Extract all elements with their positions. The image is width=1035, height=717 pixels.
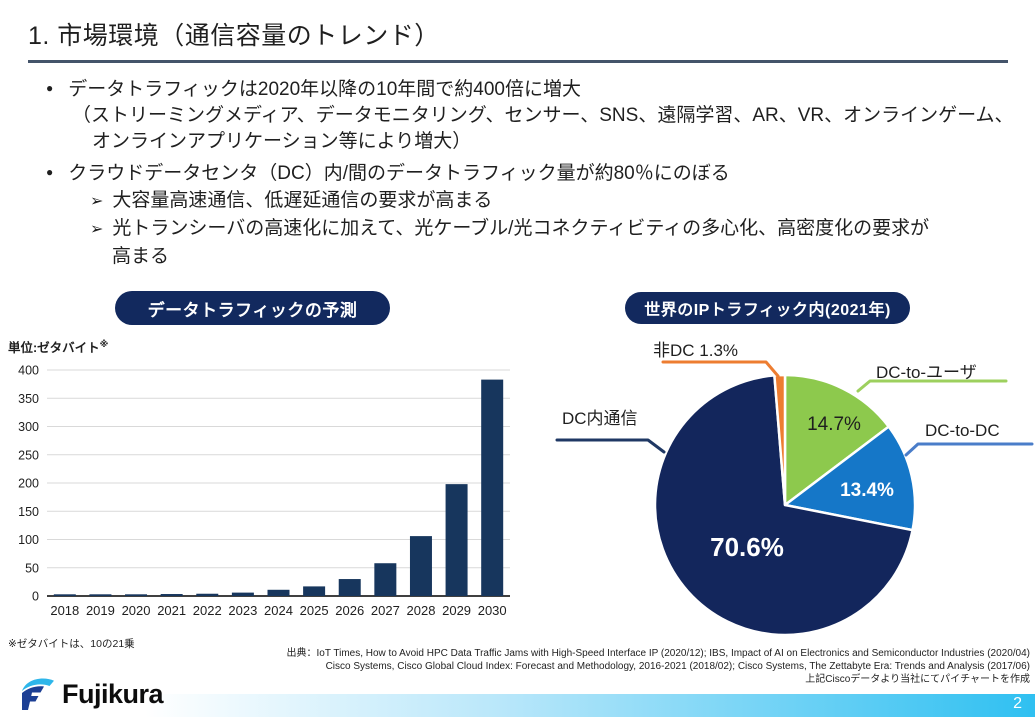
pie-slice-非DC [773, 373, 787, 507]
source-line: 上記Ciscoデータより当社にてパイチャートを作成 [805, 673, 1030, 685]
svg-text:2023: 2023 [228, 603, 257, 618]
fujikura-logo: Fujikura [20, 677, 164, 711]
bullet-dot-icon: ● [46, 165, 54, 179]
sub-bullet-row: 高まる [112, 245, 169, 269]
footer-gradient-bar [145, 694, 1035, 717]
pie-pct-dc-to-user: 14.7% [807, 414, 861, 435]
bar-2018 [53, 594, 76, 596]
pie-callout-line-DC-to-DC [904, 442, 1034, 457]
pie-label-non-dc: 非DC 1.3% [653, 341, 739, 360]
svg-text:50: 50 [25, 561, 39, 575]
svg-text:2025: 2025 [300, 603, 329, 618]
source-line: 出典：IoT Times, How to Avoid HPC Data Traf… [286, 648, 1031, 659]
bullet-text: 光トランシーバの高速化に加えて、光ケーブル/光コネクティビティの多心化、高密度化… [112, 218, 930, 239]
bullet-row: （ストリーミングメディア、データモニタリング、センサー、SNS、遠隔学習、AR、… [72, 104, 1014, 128]
sub-bullet-row: ➢ 大容量高速通信、低遅延通信の要求が高まる [90, 189, 492, 214]
bar-2026 [338, 579, 361, 596]
sub-bullet-row: ➢ 光トランシーバの高速化に加えて、光ケーブル/光コネクティビティの多心化、高密度… [90, 217, 929, 242]
bar-2023 [231, 592, 254, 596]
bar-2029 [445, 484, 468, 596]
pie-chart [555, 360, 1034, 637]
svg-text:2019: 2019 [86, 603, 115, 618]
pie-pct-dc-internal: 70.6% [710, 532, 784, 562]
bullet-text: 高まる [112, 246, 170, 267]
svg-text:100: 100 [18, 533, 39, 547]
bar-2019 [89, 594, 112, 596]
arrow-bullet-icon: ➢ [90, 221, 104, 238]
pie-chart-title-pill: 世界のIPトラフィック内(2021年) [625, 292, 910, 324]
svg-text:350: 350 [18, 392, 39, 406]
bullet-text: データトラフィックは2020年以降の10年間で約400倍に増大 [68, 79, 581, 100]
bar-2020 [125, 594, 148, 596]
bullet-dot-icon: ● [46, 81, 54, 95]
bar-2030 [481, 379, 504, 596]
bar-2025 [303, 586, 326, 596]
bar-2027 [374, 563, 397, 596]
bar-chart-title-pill: データトラフィックの予測 [115, 291, 390, 325]
bar-2028 [409, 536, 432, 596]
unit-footnote-mark: ※ [99, 338, 109, 349]
svg-text:2021: 2021 [157, 603, 186, 618]
bullet-text: 大容量高速通信、低遅延通信の要求が高まる [112, 190, 493, 211]
pie-label-dc-to-user: DC-to-ユーザ [876, 363, 977, 382]
source-line: Cisco Systems, Cisco Global Cloud Index:… [325, 660, 1030, 672]
pie-slice-DC-to-DC [783, 425, 917, 532]
svg-text:2020: 2020 [122, 603, 151, 618]
title-divider [28, 60, 1008, 63]
bar-2022 [196, 593, 219, 596]
fujikura-logo-mark-icon [22, 678, 54, 710]
svg-text:200: 200 [18, 477, 39, 491]
pie-label-dc-to-dc: DC-to-DC [925, 421, 1000, 440]
bullet-row: ● データトラフィックは2020年以降の10年間で約400倍に増大 [46, 76, 581, 102]
arrow-bullet-icon: ➢ [90, 193, 104, 210]
bar-2024 [267, 589, 290, 596]
bullet-text: クラウドデータセンタ（DC）内/間のデータトラフィック量が約80％にのぼる [68, 163, 730, 184]
svg-text:2028: 2028 [407, 603, 436, 618]
pie-callout-line-非DC [661, 360, 780, 378]
pie-pct-dc-to-dc: 13.4% [840, 480, 894, 501]
pie-slice-DC-to-ユーザ [783, 373, 890, 507]
fujikura-logo-text: Fujikura [62, 678, 164, 709]
pie-label-dc-internal: DC内通信 [562, 409, 638, 428]
bullet-row: ● クラウドデータセンタ（DC）内/間のデータトラフィック量が約80％にのぼる [46, 160, 730, 186]
svg-text:2022: 2022 [193, 603, 222, 618]
bar-chart: 0 50 100 150 200 250 300 350 400 2018 2019 2020 2021… [18, 364, 510, 618]
svg-text:250: 250 [18, 448, 39, 462]
bullet-row: オンラインアプリケーション等により増大） [92, 130, 471, 154]
svg-text:2024: 2024 [264, 603, 293, 618]
bullet-text: （ストリーミングメディア、データモニタリング、センサー、SNS、遠隔学習、AR、… [72, 105, 1014, 126]
bullet-text: オンラインアプリケーション等により増大） [92, 131, 472, 152]
svg-text:0: 0 [32, 590, 39, 604]
svg-text:2018: 2018 [50, 603, 79, 618]
svg-text:2030: 2030 [478, 603, 507, 618]
page-number: 2 [1013, 695, 1022, 712]
pie-callout-line-DC内通信 [555, 438, 666, 454]
svg-text:150: 150 [18, 505, 39, 519]
bar-2021 [160, 594, 183, 596]
source-citations: 出典：IoT Times, How to Avoid HPC Data Traf… [130, 648, 1031, 686]
svg-text:2027: 2027 [371, 603, 400, 618]
svg-text:300: 300 [18, 420, 39, 434]
page-title: 1. 市場環境（通信容量のトレンド） [28, 22, 440, 50]
zettabyte-footnote: ※ゼタバイトは、10の21乗 [8, 638, 135, 650]
svg-text:2029: 2029 [442, 603, 471, 618]
svg-text:400: 400 [18, 364, 39, 378]
svg-text:2026: 2026 [335, 603, 364, 618]
pie-callout-line-DC-to-ユーザ [856, 379, 1008, 393]
bar-chart-unit-label: 単位:ゼタバイト※ [8, 338, 109, 355]
